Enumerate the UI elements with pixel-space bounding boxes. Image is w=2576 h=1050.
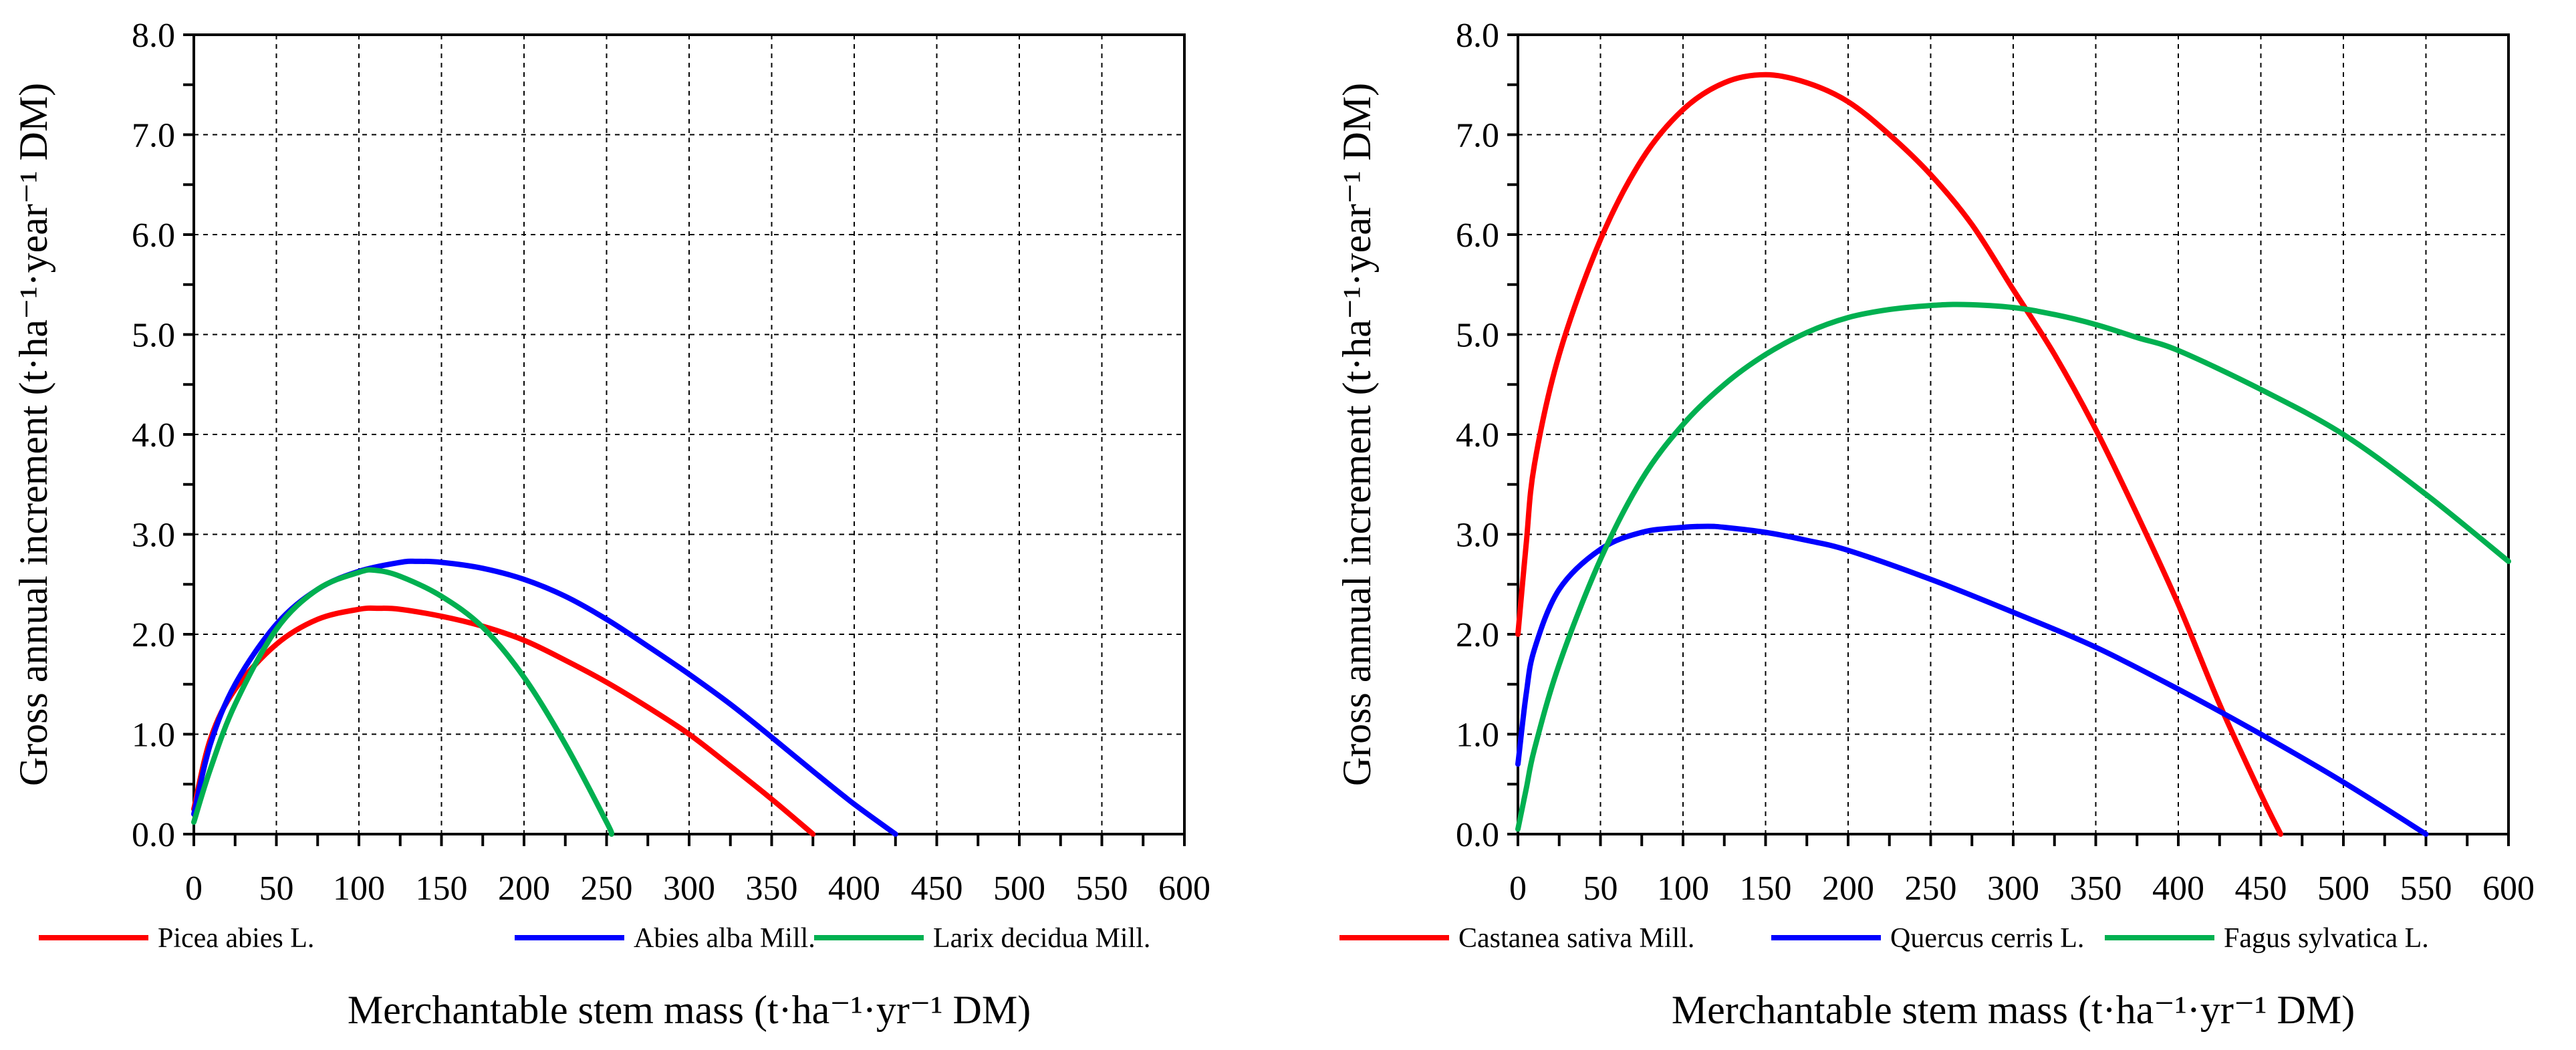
series-line-castanea-sativa-mill xyxy=(1515,72,2284,837)
x-tick-label: 550 xyxy=(1076,870,1128,908)
legend-label: Fagus sylvatica L. xyxy=(2224,923,2429,954)
legend-label: Abies alba Mill. xyxy=(634,923,815,954)
x-tick-label: 50 xyxy=(259,870,294,908)
y-tick-label: 7.0 xyxy=(132,117,175,155)
y-tick-label: 2.0 xyxy=(1456,616,1499,654)
x-tick-label: 500 xyxy=(2317,870,2369,908)
x-tick-label: 550 xyxy=(2400,870,2452,908)
x-tick-label: 150 xyxy=(1740,870,1792,908)
legend-label: Picea abies L. xyxy=(158,923,314,954)
x-tick-label: 350 xyxy=(2070,870,2122,908)
x-tick-label: 250 xyxy=(1905,870,1957,908)
y-tick-label: 4.0 xyxy=(132,416,175,454)
x-tick-label: 450 xyxy=(911,870,963,908)
x-tick-label: 100 xyxy=(333,870,385,908)
y-axis-title: Gross annual increment (t·ha⁻¹·year⁻¹ DM… xyxy=(11,83,55,786)
x-tick-label: 50 xyxy=(1583,870,1618,908)
x-tick-label: 300 xyxy=(1987,870,2039,908)
plot-frame xyxy=(192,33,1186,835)
x-tick-label: 600 xyxy=(1158,870,1210,908)
x-tick-label: 0 xyxy=(1509,870,1527,908)
y-tick-label: 8.0 xyxy=(1456,17,1499,55)
x-tick-label: 400 xyxy=(2152,870,2204,908)
y-tick-label: 6.0 xyxy=(132,217,175,255)
x-tick-label: 0 xyxy=(185,870,203,908)
x-tick-label: 350 xyxy=(746,870,798,908)
y-tick-label: 4.0 xyxy=(1456,416,1499,454)
y-tick-label: 3.0 xyxy=(132,517,175,555)
y-axis-title: Gross annual increment (t·ha⁻¹·year⁻¹ DM… xyxy=(1335,83,1379,786)
x-tick-label: 400 xyxy=(828,870,880,908)
x-tick-label: 200 xyxy=(1822,870,1874,908)
plot-frame xyxy=(1517,33,2510,835)
x-axis-title: Merchantable stem mass (t·ha⁻¹·yr⁻¹ DM) xyxy=(348,988,1031,1032)
y-tick-label: 5.0 xyxy=(1456,317,1499,355)
x-tick-label: 100 xyxy=(1657,870,1709,908)
y-tick-label: 1.0 xyxy=(132,716,175,755)
x-tick-label: 450 xyxy=(2235,870,2287,908)
series-line-picea-abies-l xyxy=(191,605,816,837)
chart-right: 0.0 1.0 2.0 3.0 4.0 5.0 6.0 7.0 8.0 0 50 100 150 200 2… xyxy=(1335,17,2535,1032)
y-tick-label: 1.0 xyxy=(1456,716,1499,755)
legend-label: Castanea sativa Mill. xyxy=(1458,923,1694,954)
series-line-fagus-sylvatica-l xyxy=(1515,301,2511,832)
legend-label: Quercus cerris L. xyxy=(1890,923,2084,954)
y-tick-label: 7.0 xyxy=(1456,117,1499,155)
x-tick-label: 200 xyxy=(498,870,550,908)
series-line-quercus-cerris-l xyxy=(1515,523,2429,837)
x-axis-title: Merchantable stem mass (t·ha⁻¹·yr⁻¹ DM) xyxy=(1672,988,2355,1032)
chart-left: 0.0 1.0 2.0 3.0 4.0 5.0 6.0 7.0 8.0 0 50 100 150 200 2… xyxy=(11,17,1210,1032)
series-line-abies-alba-mill xyxy=(191,558,898,837)
y-tick-label: 8.0 xyxy=(132,17,175,55)
series-line-larix-decidua-mill xyxy=(191,567,615,837)
y-tick-label: 0.0 xyxy=(132,816,175,854)
y-tick-label: 5.0 xyxy=(132,317,175,355)
x-tick-label: 150 xyxy=(416,870,468,908)
x-tick-label: 300 xyxy=(663,870,715,908)
legend-label: Larix decidua Mill. xyxy=(933,923,1150,954)
x-tick-label: 250 xyxy=(581,870,633,908)
y-tick-label: 3.0 xyxy=(1456,517,1499,555)
y-tick-label: 0.0 xyxy=(1456,816,1499,854)
x-tick-label: 500 xyxy=(993,870,1045,908)
y-tick-label: 6.0 xyxy=(1456,217,1499,255)
y-tick-label: 2.0 xyxy=(132,616,175,654)
x-tick-label: 600 xyxy=(2482,870,2535,908)
